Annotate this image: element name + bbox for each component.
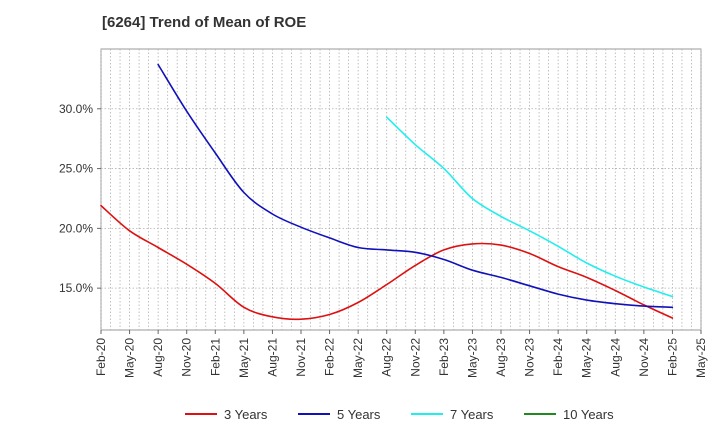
legend-label-3-years: 3 Years xyxy=(224,407,268,422)
y-tick-label: 25.0% xyxy=(59,162,93,176)
y-tick-label: 20.0% xyxy=(59,221,93,235)
x-tick-label: Aug-23 xyxy=(494,338,508,377)
x-tick-label: Nov-23 xyxy=(523,338,537,377)
y-axis: 15.0% 20.0% 25.0% 30.0% xyxy=(59,102,101,295)
x-tick-label: May-23 xyxy=(465,338,479,378)
x-axis: Feb-20 May-20 Aug-20 Nov-20 Feb-21 May-21 Aug-… xyxy=(94,330,708,378)
x-tick-label: Feb-22 xyxy=(323,338,337,376)
series-line-3-years xyxy=(100,204,674,321)
series-lines xyxy=(100,63,674,321)
x-tick-label: Feb-21 xyxy=(208,338,222,376)
x-tick-label: Nov-24 xyxy=(637,338,651,377)
x-tick-label: Aug-20 xyxy=(151,338,165,377)
x-tick-label: Aug-22 xyxy=(380,338,394,377)
x-tick-label: Aug-24 xyxy=(608,338,622,377)
x-tick-label: Feb-25 xyxy=(665,338,679,376)
x-tick-label: May-24 xyxy=(580,338,594,378)
x-tick-label: May-21 xyxy=(237,338,251,378)
legend: 3 Years 5 Years 7 Years 10 Years xyxy=(185,407,614,422)
grid-lines xyxy=(100,49,702,330)
x-tick-label: Feb-23 xyxy=(437,338,451,376)
y-tick-label: 15.0% xyxy=(59,281,93,295)
x-tick-label: Nov-22 xyxy=(408,338,422,377)
legend-label-10-years: 10 Years xyxy=(563,407,614,422)
series-line-7-years xyxy=(385,116,674,298)
legend-label-5-years: 5 Years xyxy=(337,407,381,422)
chart-title: [6264] Trend of Mean of ROE xyxy=(102,14,307,31)
x-tick-label: May-20 xyxy=(123,338,137,378)
x-tick-label: Feb-24 xyxy=(551,338,565,376)
x-tick-label: Feb-20 xyxy=(94,338,108,376)
x-tick-label: Nov-21 xyxy=(294,338,308,377)
legend-label-7-years: 7 Years xyxy=(450,407,494,422)
x-tick-label: May-22 xyxy=(351,338,365,378)
y-tick-label: 30.0% xyxy=(59,102,93,116)
series-line-5-years xyxy=(157,63,674,309)
x-tick-label: May-25 xyxy=(694,338,708,378)
x-tick-label: Aug-21 xyxy=(265,338,279,377)
x-tick-label: Nov-20 xyxy=(180,338,194,377)
